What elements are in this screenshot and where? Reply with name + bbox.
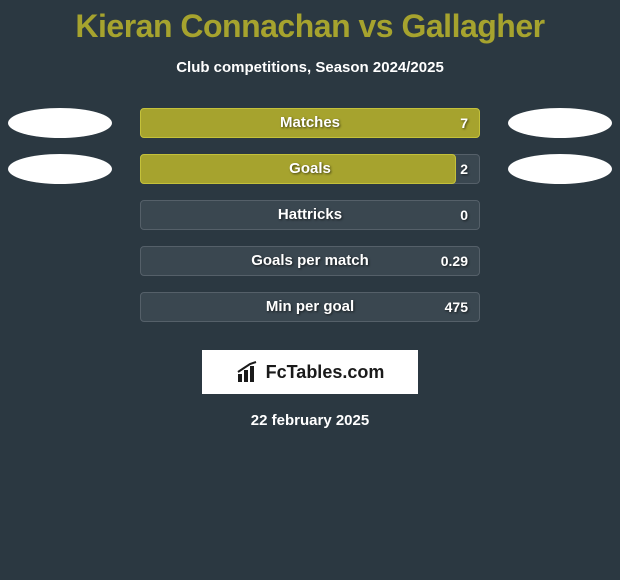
date-caption: 22 february 2025 xyxy=(0,412,620,429)
player-badge xyxy=(8,108,112,138)
stats-chart: Matches7Goals2Hattricks0Goals per match0… xyxy=(0,108,620,322)
bar-value: 475 xyxy=(445,292,468,322)
brand-logo: FcTables.com xyxy=(202,350,418,394)
bar-value: 7 xyxy=(460,108,468,138)
stat-row: Min per goal475 xyxy=(0,292,620,322)
player-badge xyxy=(8,154,112,184)
bar-label: Hattricks xyxy=(0,200,620,230)
player-badge xyxy=(508,108,612,138)
bar-value: 2 xyxy=(460,154,468,184)
player-badge xyxy=(508,154,612,184)
chart-icon xyxy=(236,360,260,384)
page-title: Kieran Connachan vs Gallagher xyxy=(0,8,620,45)
brand-text: FcTables.com xyxy=(266,362,385,383)
bar-value: 0.29 xyxy=(441,246,468,276)
subtitle: Club competitions, Season 2024/2025 xyxy=(0,59,620,76)
stat-row: Hattricks0 xyxy=(0,200,620,230)
comparison-infographic: Kieran Connachan vs Gallagher Club compe… xyxy=(0,0,620,429)
bar-label: Goals per match xyxy=(0,246,620,276)
bar-value: 0 xyxy=(460,200,468,230)
bar-label: Min per goal xyxy=(0,292,620,322)
stat-row: Goals per match0.29 xyxy=(0,246,620,276)
